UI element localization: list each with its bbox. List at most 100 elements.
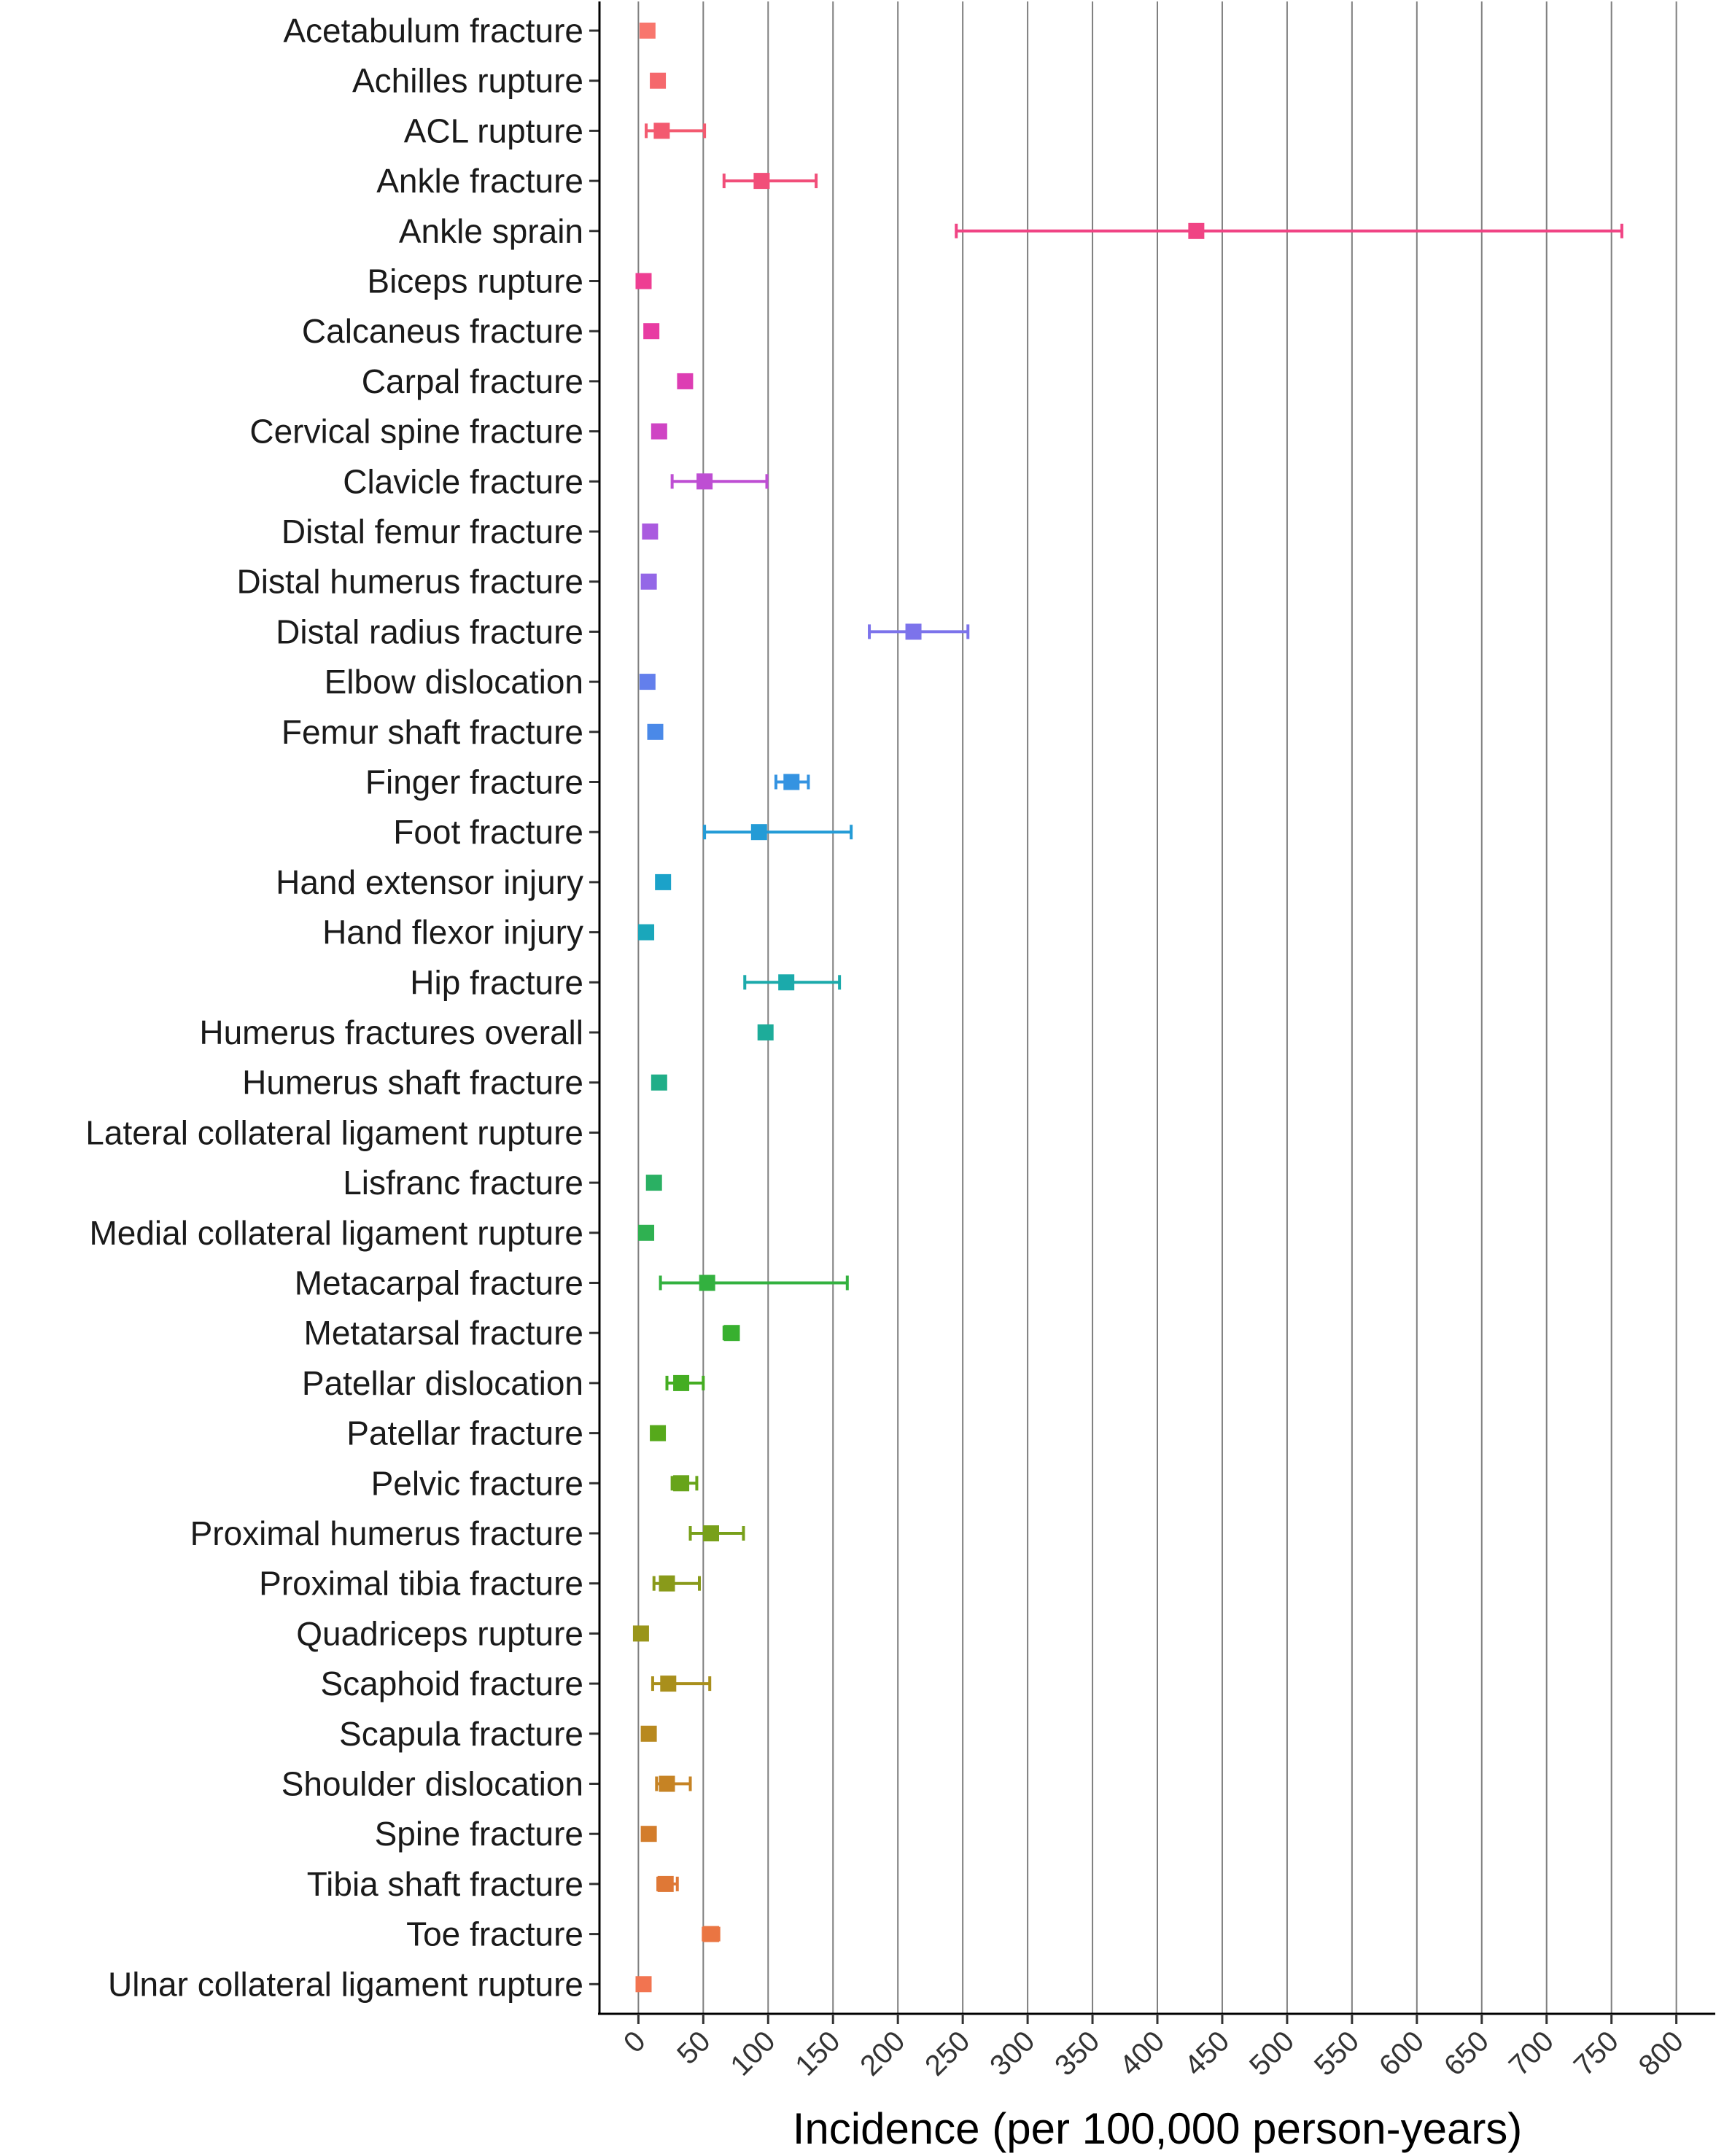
data-point bbox=[647, 723, 664, 740]
data-point bbox=[655, 873, 672, 890]
y-tick-label: Toe fracture bbox=[406, 1915, 583, 1953]
data-point bbox=[673, 1374, 690, 1391]
y-tick-label: Lateral collateral ligament rupture bbox=[85, 1113, 583, 1151]
y-tick-label: Ulnar collateral ligament rupture bbox=[108, 1965, 583, 2003]
y-tick-label: Humerus fractures overall bbox=[199, 1013, 583, 1051]
y-tick-label: Cervical spine fracture bbox=[249, 413, 583, 451]
data-point bbox=[703, 1525, 719, 1541]
x-tick-label: 0 bbox=[618, 2025, 652, 2059]
y-tick-label: Acetabulum fracture bbox=[283, 12, 583, 50]
data-point bbox=[650, 1425, 667, 1441]
data-point bbox=[643, 323, 660, 340]
x-tick-label: 700 bbox=[1503, 2025, 1560, 2082]
y-tick-label: Proximal humerus fracture bbox=[190, 1514, 583, 1552]
data-point bbox=[657, 1875, 674, 1892]
y-tick-label: Elbow dislocation bbox=[325, 663, 583, 701]
data-point bbox=[778, 974, 795, 991]
y-tick-label: Proximal tibia fracture bbox=[259, 1565, 583, 1603]
data-point bbox=[651, 423, 667, 440]
y-tick-label: Calcaneus fracture bbox=[302, 312, 583, 350]
data-point bbox=[632, 1625, 649, 1642]
y-tick-label: Femur shaft fracture bbox=[282, 713, 583, 751]
x-tick-label: 450 bbox=[1179, 2025, 1235, 2082]
y-tick-label: Patellar fracture bbox=[346, 1414, 583, 1452]
data-point bbox=[640, 1826, 657, 1842]
x-tick-label: 600 bbox=[1373, 2025, 1430, 2082]
data-point bbox=[639, 674, 656, 690]
y-tick-label: Ankle fracture bbox=[376, 162, 583, 200]
data-point bbox=[640, 573, 657, 590]
data-point bbox=[783, 774, 800, 790]
y-tick-label: Hand flexor injury bbox=[322, 914, 583, 951]
data-point bbox=[699, 1274, 715, 1291]
data-point bbox=[642, 524, 659, 540]
x-tick-label: 150 bbox=[789, 2025, 846, 2082]
x-tick-label: 800 bbox=[1633, 2025, 1690, 2082]
y-tick-label: Clavicle fracture bbox=[343, 462, 583, 500]
data-point bbox=[638, 924, 655, 941]
x-tick-label: 200 bbox=[854, 2025, 911, 2082]
data-point bbox=[905, 623, 922, 640]
data-point bbox=[677, 373, 694, 389]
y-tick-label: Hand extensor injury bbox=[276, 863, 583, 901]
x-tick-label: 350 bbox=[1049, 2025, 1106, 2082]
x-axis-ticks: 0 50 100 150 200 250 300 350 400 450 500 550 600 650 7… bbox=[618, 2014, 1690, 2082]
data-point bbox=[651, 1074, 667, 1091]
data-point bbox=[638, 1224, 655, 1241]
x-tick-label: 400 bbox=[1114, 2025, 1170, 2082]
y-tick-label: Medial collateral ligament rupture bbox=[89, 1214, 583, 1252]
data-point bbox=[757, 1024, 774, 1040]
data-point bbox=[639, 23, 656, 39]
x-tick-label: 50 bbox=[671, 2025, 717, 2071]
y-tick-label: Humerus shaft fracture bbox=[242, 1064, 583, 1102]
data-point bbox=[635, 1976, 652, 1993]
y-tick-label: Carpal fracture bbox=[362, 362, 583, 400]
y-tick-label: Hip fracture bbox=[410, 963, 583, 1001]
data-point bbox=[673, 1475, 690, 1492]
y-tick-label: Pelvic fracture bbox=[371, 1464, 583, 1502]
y-tick-label: Biceps rupture bbox=[367, 262, 583, 300]
data-point bbox=[659, 1775, 675, 1792]
y-tick-label: Shoulder dislocation bbox=[282, 1765, 583, 1803]
y-tick-label: Tibia shaft fracture bbox=[307, 1865, 583, 1903]
data-point bbox=[750, 824, 767, 841]
y-tick-label: Metacarpal fracture bbox=[295, 1264, 583, 1302]
x-tick-label: 550 bbox=[1308, 2025, 1365, 2082]
x-axis-title: Incidence (per 100,000 person-years) bbox=[793, 2104, 1523, 2153]
x-tick-label: 500 bbox=[1243, 2025, 1300, 2082]
data-point bbox=[753, 173, 770, 190]
data-point bbox=[653, 122, 670, 139]
y-tick-label: Distal radius fracture bbox=[276, 612, 583, 650]
y-tick-label: Distal femur fracture bbox=[282, 513, 583, 550]
y-tick-label: Finger fracture bbox=[365, 763, 583, 801]
x-tick-label: 650 bbox=[1438, 2025, 1495, 2082]
data-point bbox=[650, 72, 667, 89]
y-tick-label: Lisfranc fracture bbox=[343, 1164, 583, 1202]
y-tick-label: Scaphoid fracture bbox=[320, 1665, 583, 1702]
data-point bbox=[1188, 222, 1205, 239]
x-tick-label: 750 bbox=[1568, 2025, 1625, 2082]
y-tick-label: Quadriceps rupture bbox=[296, 1614, 583, 1652]
y-tick-label: Patellar dislocation bbox=[302, 1364, 583, 1402]
data-point bbox=[660, 1676, 677, 1692]
y-tick-label: Metatarsal fracture bbox=[304, 1314, 583, 1352]
data-point bbox=[696, 473, 713, 490]
data-point bbox=[659, 1575, 675, 1592]
y-tick-label: Spine fracture bbox=[375, 1815, 583, 1853]
y-tick-label: Distal humerus fracture bbox=[237, 563, 584, 601]
data-point bbox=[640, 1725, 657, 1742]
category-labels: Acetabulum fracture Achilles rupture ACL r… bbox=[85, 12, 599, 2003]
data-point bbox=[635, 273, 652, 289]
data-point bbox=[703, 1926, 719, 1942]
gridlines bbox=[637, 1, 1677, 2014]
data-point bbox=[645, 1175, 662, 1191]
y-tick-label: ACL rupture bbox=[404, 112, 583, 149]
y-tick-label: Scapula fracture bbox=[339, 1715, 583, 1753]
data-marks bbox=[632, 23, 1623, 1993]
y-tick-label: Ankle sprain bbox=[399, 212, 583, 250]
x-tick-label: 300 bbox=[984, 2025, 1041, 2082]
y-tick-label: Achilles rupture bbox=[352, 62, 583, 100]
data-point bbox=[723, 1325, 740, 1342]
x-tick-label: 100 bbox=[724, 2025, 781, 2082]
